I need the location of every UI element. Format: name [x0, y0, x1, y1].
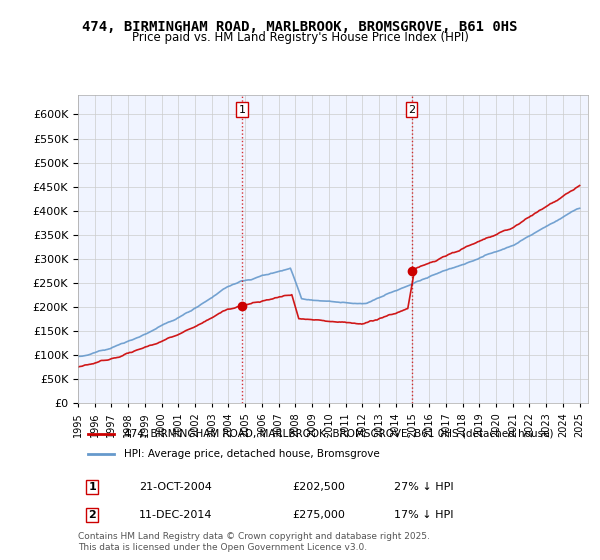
Text: 27% ↓ HPI: 27% ↓ HPI — [394, 482, 454, 492]
Text: 11-DEC-2014: 11-DEC-2014 — [139, 510, 212, 520]
Text: 1: 1 — [88, 482, 96, 492]
Text: 2: 2 — [408, 105, 415, 115]
Text: £202,500: £202,500 — [292, 482, 345, 492]
Text: Contains HM Land Registry data © Crown copyright and database right 2025.
This d: Contains HM Land Registry data © Crown c… — [78, 532, 430, 552]
Text: 2: 2 — [88, 510, 96, 520]
Text: 17% ↓ HPI: 17% ↓ HPI — [394, 510, 454, 520]
Text: 474, BIRMINGHAM ROAD, MARLBROOK, BROMSGROVE, B61 0HS (detached house): 474, BIRMINGHAM ROAD, MARLBROOK, BROMSGR… — [124, 429, 553, 439]
Text: 474, BIRMINGHAM ROAD, MARLBROOK, BROMSGROVE, B61 0HS: 474, BIRMINGHAM ROAD, MARLBROOK, BROMSGR… — [82, 20, 518, 34]
Text: 21-OCT-2004: 21-OCT-2004 — [139, 482, 212, 492]
Text: Price paid vs. HM Land Registry's House Price Index (HPI): Price paid vs. HM Land Registry's House … — [131, 31, 469, 44]
Text: HPI: Average price, detached house, Bromsgrove: HPI: Average price, detached house, Brom… — [124, 449, 380, 459]
Text: 1: 1 — [238, 105, 245, 115]
Text: £275,000: £275,000 — [292, 510, 345, 520]
